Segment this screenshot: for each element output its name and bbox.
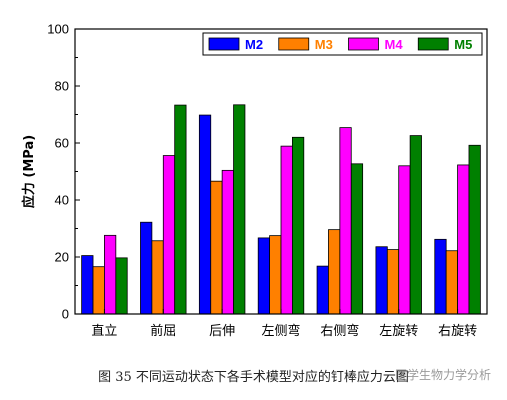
bar-m2-2 <box>140 221 153 315</box>
legend-label-m2: M2 <box>245 37 263 52</box>
x-category-label: 直立 <box>91 324 117 339</box>
axes-layer: 0 20 40 60 80 100 直立 前屈 后伸 左侧弯 右侧弯 左旋转 右旋转 应力 (MPa) <box>21 22 488 339</box>
bar-m3-6 <box>386 249 400 315</box>
y-tick-label: 60 <box>55 136 69 151</box>
bar-m4-6 <box>398 165 411 315</box>
bar-m4-7 <box>457 164 470 315</box>
bar-m5-3 <box>233 104 246 315</box>
bar-m2-3 <box>198 114 212 315</box>
legend-label-m4: M4 <box>385 37 404 52</box>
legend-swatch-m4 <box>348 37 379 51</box>
bar-m5-5 <box>350 163 364 315</box>
legend-box <box>202 32 483 56</box>
bar-m3-4 <box>269 235 282 315</box>
bar-m2-4 <box>257 237 271 315</box>
bar-m3-1 <box>92 266 105 315</box>
bar-m5-6 <box>409 135 422 315</box>
bar-chart: 0 20 40 60 80 100 直立 前屈 后伸 左侧弯 右侧弯 左旋转 右旋转 应力 (MPa) M… <box>21 22 488 339</box>
bar-m4-4 <box>280 145 293 315</box>
bar-m5-1 <box>115 257 128 315</box>
bar-m4-2 <box>162 155 176 315</box>
bar-m3-7 <box>445 250 458 315</box>
bar-m5-2 <box>174 104 187 315</box>
y-tick-label: 40 <box>55 193 69 208</box>
bar-m4-1 <box>104 234 117 315</box>
y-tick-label: 20 <box>55 250 69 265</box>
legend: M2 M3 M4 M5 <box>202 32 483 56</box>
bar-m2-5 <box>316 265 329 315</box>
bar-m4-5 <box>339 127 352 315</box>
watermark-text: 医学生物力学分析 <box>394 368 491 382</box>
bar-m2-1 <box>81 255 94 315</box>
bar-m5-4 <box>291 136 305 315</box>
bar-m2-7 <box>434 238 447 315</box>
x-category-label: 后伸 <box>209 324 235 339</box>
figure-caption: 图 35 不同运动状态下各手术模型对应的钉棒应力云图 <box>98 370 409 385</box>
x-category-label: 前屈 <box>150 323 176 339</box>
bar-m3-3 <box>210 180 223 315</box>
bar-m4-3 <box>221 169 234 315</box>
x-category-label: 右侧弯 <box>320 323 359 339</box>
legend-swatch-m3 <box>278 37 310 51</box>
bar-m3-2 <box>151 240 164 315</box>
y-tick-label: 100 <box>47 22 69 37</box>
legend-label-m3: M3 <box>315 37 333 52</box>
bar-m2-6 <box>375 246 388 315</box>
y-tick-label: 80 <box>55 79 69 94</box>
bar-m3-5 <box>328 229 341 315</box>
bar-m5-7 <box>468 144 481 315</box>
x-category-label: 左旋转 <box>379 324 418 339</box>
x-category-label: 左侧弯 <box>261 323 300 339</box>
y-axis-title: 应力 (MPa) <box>21 135 37 208</box>
legend-swatch-m2 <box>208 37 240 51</box>
legend-swatch-m5 <box>417 37 449 51</box>
y-tick-label: 0 <box>62 307 69 322</box>
bars-layer <box>81 104 481 315</box>
legend-label-m5: M5 <box>454 37 472 52</box>
x-category-label: 右旋转 <box>438 324 477 339</box>
